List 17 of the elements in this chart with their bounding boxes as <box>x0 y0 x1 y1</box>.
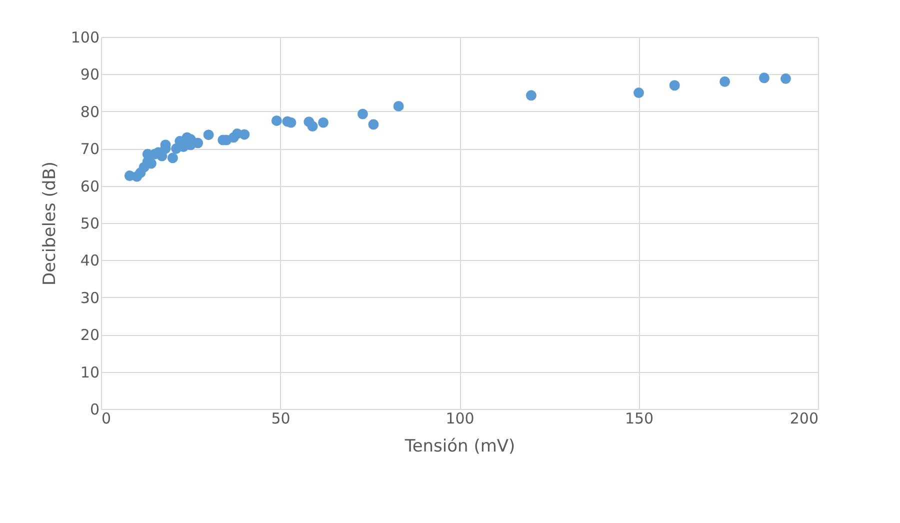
y-tick-label: 10 <box>80 363 100 382</box>
x-tick-label: 100 <box>446 410 474 428</box>
y-tick-label: 70 <box>80 140 100 158</box>
x-tick-label: 200 <box>790 410 818 428</box>
y-tick-label: 50 <box>80 214 100 232</box>
x-tick-label: 0 <box>102 410 112 428</box>
y-tick-label: 20 <box>80 326 100 344</box>
x-axis-title: Tensión (mV) <box>404 436 516 456</box>
y-tick-label: 40 <box>80 252 100 270</box>
y-tick-label: 60 <box>80 177 100 196</box>
y-tick-label: 90 <box>80 66 100 84</box>
x-tick-label: 50 <box>271 410 290 428</box>
y-tick-label: 80 <box>80 102 100 121</box>
y-axis-title: Decibeles (dB) <box>40 161 60 286</box>
y-tick-label: 30 <box>80 288 100 307</box>
x-tick-label: 150 <box>624 410 654 428</box>
y-tick-label: 100 <box>70 28 100 46</box>
